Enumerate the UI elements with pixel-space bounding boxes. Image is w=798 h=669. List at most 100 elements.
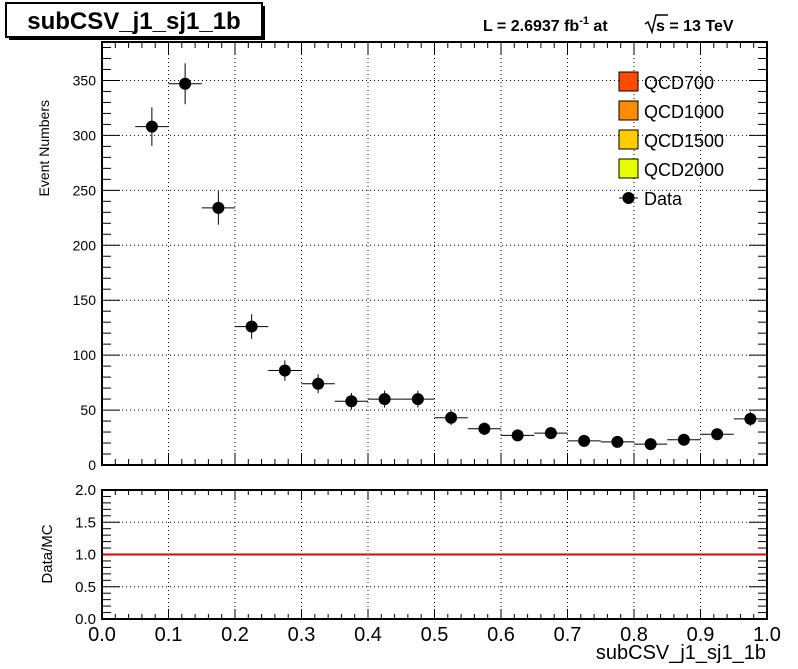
main-y-axis-label: Event Numbers (36, 100, 52, 196)
legend-swatch (618, 71, 639, 92)
data-point-marker (179, 77, 192, 90)
x-tick-label: 0.3 (288, 624, 316, 646)
legend-item: Data (619, 189, 683, 209)
data-point (467, 422, 501, 436)
lumi-mid: at (589, 18, 608, 35)
data-point-marker (478, 422, 491, 435)
data-point-marker (245, 320, 258, 333)
data-point (334, 392, 368, 410)
ratio-y-tick-label: 2.0 (75, 482, 96, 499)
ratio-y-tick-labels: 0.0 0.5 1.0 1.5 2.0 (75, 482, 96, 628)
ratio-y-tick-label: 0.0 (75, 611, 96, 628)
data-point-marker (578, 434, 591, 447)
data-point (401, 390, 435, 408)
x-tick-labels: 0.0 0.1 0.2 0.3 0.4 0.5 0.6 0.7 0.8 0.9 1.0 (88, 624, 781, 646)
svg-text:s = 13 TeV: s = 13 TeV (656, 18, 734, 35)
data-point (700, 428, 734, 441)
data-point-marker (378, 393, 391, 406)
ratio-y-tick-label: 1.0 (75, 547, 96, 564)
main-y-tick-label: 200 (73, 237, 97, 253)
data-point (201, 191, 235, 225)
lumi-label: L = 2.6937 fb-1 at s = 13 TeV (483, 14, 734, 35)
legend-label: Data (644, 189, 683, 209)
ratio-y-axis-label: Data/MC (39, 524, 56, 583)
legend-item: QCD1000 (618, 100, 724, 122)
data-point (368, 390, 402, 408)
data-point (268, 360, 302, 381)
x-tick-label: 0.5 (421, 624, 449, 646)
data-point (600, 435, 634, 448)
x-tick-label: 0.6 (487, 624, 515, 646)
data-point-marker (677, 433, 690, 446)
data-point-marker (544, 427, 557, 440)
data-point-marker (611, 435, 624, 448)
data-point (501, 429, 535, 442)
x-tick-label: 1.0 (753, 624, 781, 646)
legend-swatch (618, 129, 639, 150)
main-y-tick-label: 350 (73, 72, 97, 88)
data-point-marker (744, 412, 757, 425)
data-point (534, 427, 568, 440)
legend-swatch (618, 100, 639, 121)
legend-label: QCD1500 (644, 131, 724, 151)
lumi-prefix: L = 2.6937 fb (483, 18, 579, 35)
legend-label: QCD2000 (644, 160, 724, 180)
data-point (168, 63, 202, 105)
legend-item: QCD700 (618, 71, 714, 93)
main-plot-panel: 0 50 100 150 200 250 300 350 Event Numbers (36, 41, 768, 473)
x-tick-label: 0.1 (155, 624, 183, 646)
data-point-marker (345, 395, 358, 408)
x-tick-label: 0.9 (687, 624, 715, 646)
main-y-tick-label: 0 (88, 457, 96, 473)
x-tick-label: 0.7 (554, 624, 582, 646)
data-point-marker (145, 120, 158, 133)
sqrt-sign (644, 14, 668, 35)
main-y-tick-label: 50 (80, 402, 96, 418)
data-point-marker (278, 364, 291, 377)
legend-label: QCD700 (644, 73, 714, 93)
title-box: subCSV_j1_sj1_1b (5, 2, 265, 40)
main-y-tick-label: 150 (73, 292, 97, 308)
data-point (667, 433, 701, 446)
main-y-tick-label: 300 (73, 127, 97, 143)
data-point (567, 434, 601, 447)
data-point-marker (445, 411, 458, 424)
ratio-y-tick-label: 1.5 (75, 514, 96, 531)
data-point (434, 410, 468, 426)
data-point-marker (312, 377, 325, 390)
x-tick-label: 0.0 (88, 624, 116, 646)
main-gridlines (102, 42, 767, 465)
data-point (301, 374, 335, 394)
legend-item: QCD1500 (618, 129, 724, 151)
lumi-exponent: -1 (579, 15, 589, 27)
main-y-tick-label: 100 (73, 347, 97, 363)
data-point-marker (511, 429, 524, 442)
legend-item: QCD2000 (618, 158, 724, 180)
data-point (733, 411, 767, 426)
ratio-frame (101, 489, 768, 620)
data-points (135, 63, 767, 451)
x-axis-label: subCSV_j1_sj1_1b (596, 642, 766, 664)
data-point-marker (411, 393, 424, 406)
legend-swatch (618, 158, 639, 179)
data-point (634, 438, 668, 451)
legend: QCD700 QCD1000 QCD1500 QCD2000 Data (618, 71, 724, 209)
plot-title: subCSV_j1_sj1_1b (27, 8, 240, 35)
legend-label: QCD1000 (644, 102, 724, 122)
main-frame (101, 41, 768, 466)
data-point-marker (212, 201, 225, 214)
data-point (235, 314, 269, 339)
energy-label: = 13 TeV (665, 18, 734, 35)
x-tick-label: 0.2 (221, 624, 249, 646)
sqrt-s-label: s (656, 18, 665, 35)
ratio-y-tick-label: 0.5 (75, 579, 96, 596)
data-point (135, 107, 169, 146)
data-point-marker (644, 438, 657, 451)
svg-text:L = 2.6937 fb-1 at: L = 2.6937 fb-1 at (483, 15, 608, 35)
x-tick-label: 0.4 (354, 624, 382, 646)
legend-marker (622, 192, 635, 204)
data-point-marker (711, 428, 724, 441)
x-tick-label: 0.8 (620, 624, 648, 646)
main-y-tick-labels: 0 50 100 150 200 250 300 350 (73, 72, 97, 473)
